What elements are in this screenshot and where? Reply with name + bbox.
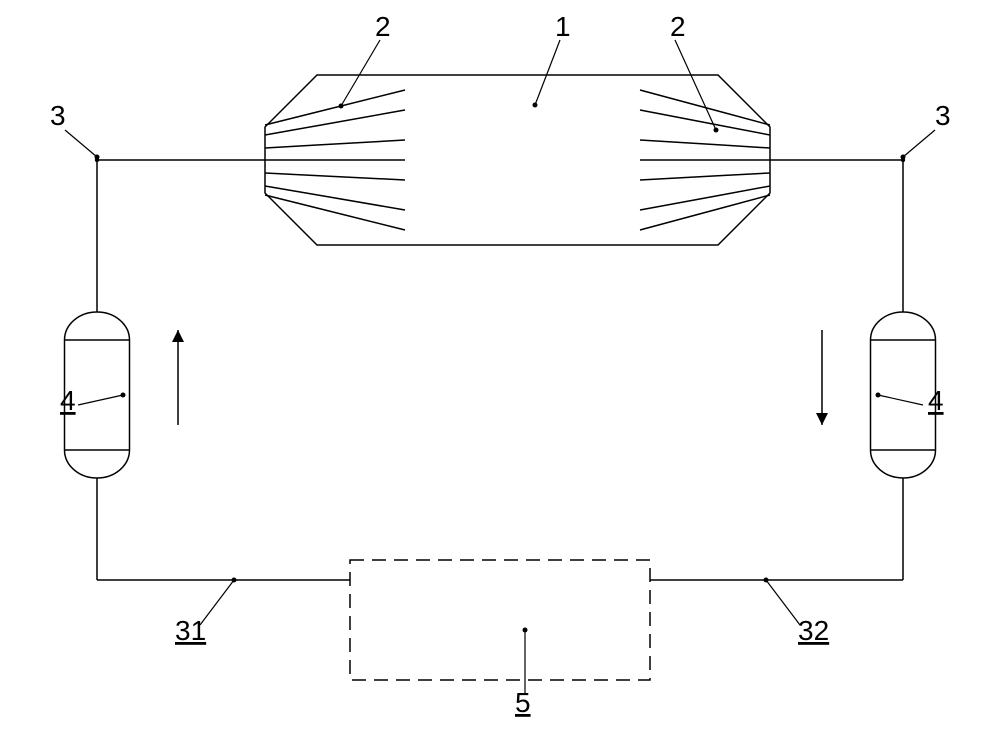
fan-line-left <box>265 173 405 180</box>
flow-arrowhead-left-icon <box>172 330 184 342</box>
label-leader <box>341 40 380 106</box>
label-leader-dot <box>95 155 100 160</box>
fan-line-right <box>640 140 770 148</box>
label-4a: 4 <box>60 385 76 416</box>
fan-line-right <box>640 110 770 135</box>
label-31: 31 <box>175 615 206 646</box>
label-leader-dot <box>714 128 719 133</box>
dashed-box <box>350 560 650 680</box>
label-leader <box>903 130 935 157</box>
schematic-diagram: 1 2 2 3 3 4 4 31 32 5 <box>0 0 1000 730</box>
label-32: 32 <box>798 615 829 646</box>
label-leader-dot <box>764 578 769 583</box>
label-leader <box>535 40 560 105</box>
fan-line-right <box>640 186 770 210</box>
label-leader-dot <box>232 578 237 583</box>
label-leader-dot <box>523 628 528 633</box>
fan-line-right <box>640 173 770 180</box>
label-leader-dot <box>121 393 126 398</box>
label-1: 1 <box>555 11 571 42</box>
label-leader <box>78 395 123 405</box>
label-leader <box>878 395 923 405</box>
label-3a: 3 <box>50 100 66 131</box>
fan-line-left <box>265 90 405 125</box>
fan-line-left <box>265 110 405 135</box>
fan-line-left <box>265 140 405 148</box>
label-2a: 2 <box>375 11 391 42</box>
flow-arrowhead-right-icon <box>816 413 828 425</box>
label-3b: 3 <box>935 100 951 131</box>
fan-line-left <box>265 195 405 230</box>
label-leader <box>675 40 716 130</box>
label-leader <box>766 580 800 625</box>
label-leader-dot <box>876 393 881 398</box>
label-leader-dot <box>901 155 906 160</box>
label-leader <box>65 130 97 157</box>
label-leader-dot <box>533 103 538 108</box>
label-5: 5 <box>515 687 531 718</box>
label-4b: 4 <box>928 385 944 416</box>
label-leader-dot <box>339 104 344 109</box>
label-2b: 2 <box>670 11 686 42</box>
fan-line-left <box>265 186 405 210</box>
